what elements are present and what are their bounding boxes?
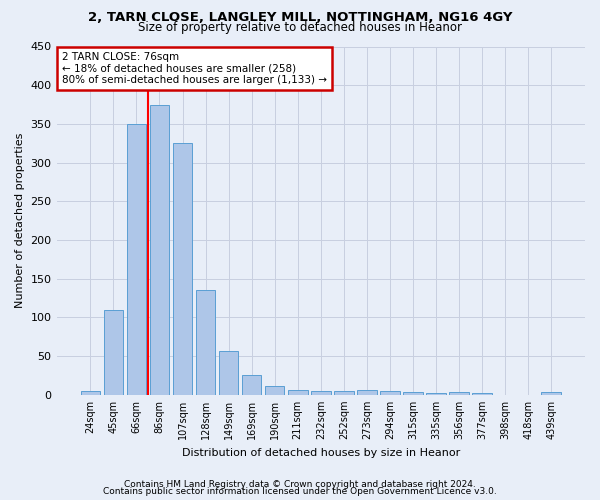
Bar [472, 394, 492, 395]
Text: Contains HM Land Registry data © Crown copyright and database right 2024.: Contains HM Land Registry data © Crown c… [124, 480, 476, 489]
Bar [357, 390, 377, 395]
Bar [104, 310, 123, 395]
Bar [334, 391, 353, 395]
Bar [127, 124, 146, 395]
Bar [541, 392, 561, 395]
Text: 2, TARN CLOSE, LANGLEY MILL, NOTTINGHAM, NG16 4GY: 2, TARN CLOSE, LANGLEY MILL, NOTTINGHAM,… [88, 11, 512, 24]
Bar [149, 104, 169, 395]
Bar [288, 390, 308, 395]
Bar [219, 350, 238, 395]
Bar [196, 290, 215, 395]
Bar [265, 386, 284, 395]
X-axis label: Distribution of detached houses by size in Heanor: Distribution of detached houses by size … [182, 448, 460, 458]
Bar [403, 392, 423, 395]
Text: Contains public sector information licensed under the Open Government Licence v3: Contains public sector information licen… [103, 487, 497, 496]
Bar [380, 391, 400, 395]
Y-axis label: Number of detached properties: Number of detached properties [15, 133, 25, 308]
Bar [311, 391, 331, 395]
Text: Size of property relative to detached houses in Heanor: Size of property relative to detached ho… [138, 21, 462, 34]
Bar [426, 394, 446, 395]
Bar [173, 144, 193, 395]
Bar [242, 374, 262, 395]
Bar [80, 391, 100, 395]
Bar [449, 392, 469, 395]
Text: 2 TARN CLOSE: 76sqm
← 18% of detached houses are smaller (258)
80% of semi-detac: 2 TARN CLOSE: 76sqm ← 18% of detached ho… [62, 52, 327, 85]
